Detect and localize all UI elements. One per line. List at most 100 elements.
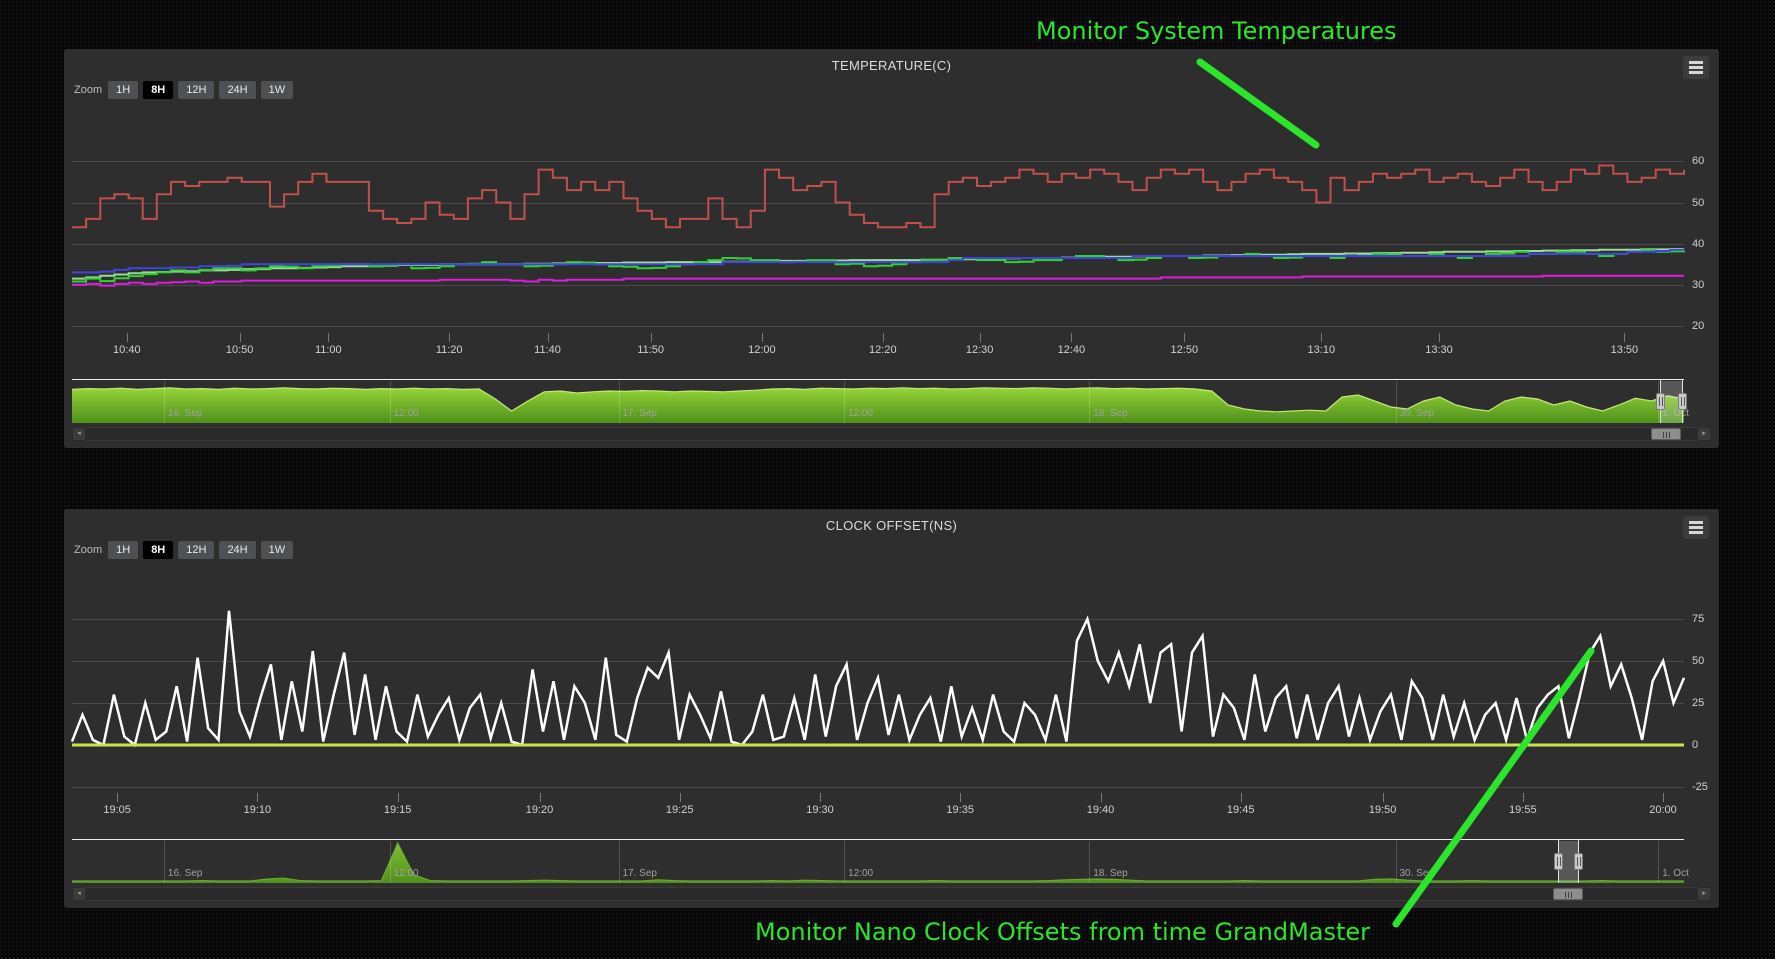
zoom-button-8h[interactable]: 8H <box>143 541 174 559</box>
y-axis-label: 75 <box>1692 613 1705 626</box>
y-gridline <box>72 661 1684 662</box>
navigator-label: 1. Oct <box>1662 868 1689 879</box>
scrollbar-thumb[interactable] <box>1650 428 1681 440</box>
y-axis-label: 30 <box>1692 278 1705 291</box>
context-menu-button[interactable] <box>1683 516 1709 539</box>
annotation-text-1: Monitor Nano Clock Offsets from time Gra… <box>755 918 1371 946</box>
navigator-gridline <box>618 381 620 423</box>
navigator-label: 12:00 <box>848 868 874 879</box>
zoom-button-1h[interactable]: 1H <box>108 541 139 559</box>
navigator-selection[interactable] <box>1659 381 1683 423</box>
x-axis-label: 11:20 <box>435 344 463 356</box>
y-gridline <box>72 284 1684 286</box>
navigator-handle-right[interactable] <box>1573 853 1583 870</box>
y-gridline <box>72 161 1684 163</box>
y-axis-label: -25 <box>1692 780 1708 793</box>
y-axis-label: 40 <box>1692 237 1705 250</box>
x-axis-label: 13:50 <box>1610 344 1639 356</box>
hamburger-icon <box>1689 61 1703 74</box>
scrollbar-track[interactable] <box>86 427 1697 441</box>
scrollbar-left-arrow-icon[interactable]: ◂ <box>72 887 86 901</box>
x-axis-label: 19:35 <box>946 804 974 816</box>
navigator-gridline <box>163 381 165 423</box>
grip-icon <box>1557 857 1559 866</box>
series-temp-red <box>72 164 1685 229</box>
navigator-gridline <box>163 841 165 883</box>
scrollbar-thumb[interactable] <box>1553 888 1583 900</box>
chart-title: CLOCK OFFSET(NS) <box>825 518 958 533</box>
navigator-gridline <box>844 381 846 423</box>
zoom-button-1w[interactable]: 1W <box>260 541 294 559</box>
zoom-button-8h[interactable]: 8H <box>143 81 174 99</box>
navigator-gridline <box>1395 381 1397 423</box>
x-axis-tick <box>449 333 451 342</box>
x-axis-tick <box>328 333 330 342</box>
navigator-gridline <box>618 841 620 883</box>
navigator-series[interactable] <box>72 841 1684 883</box>
x-axis-label: 20:00 <box>1649 804 1677 816</box>
plot-area[interactable] <box>70 609 1686 797</box>
zoom-button-24h[interactable]: 24H <box>219 541 256 559</box>
scrollbar-track[interactable] <box>86 887 1697 901</box>
zoom-button-1h[interactable]: 1H <box>108 81 139 99</box>
annotation-text-0: Monitor System Temperatures <box>1036 17 1397 45</box>
x-axis-label: 19:25 <box>665 804 694 816</box>
zoom-button-1w[interactable]: 1W <box>260 81 294 99</box>
x-axis-label: 12:40 <box>1057 344 1086 356</box>
clock-offset-panel: CLOCK OFFSET(NS) Zoom 1H 8H 12H 24H 1W 16. S… <box>64 509 1719 908</box>
zoom-range-selector: Zoom 1H 8H 12H 24H 1W <box>74 80 294 100</box>
x-axis-label: 19:50 <box>1368 804 1397 816</box>
x-axis-label: 10:40 <box>113 344 141 356</box>
x-axis-label: 12:50 <box>1170 344 1199 356</box>
navigator[interactable]: 16. Sep 12:00 17. Sep 12:00 18. Sep 30. Sep 1.… <box>72 379 1689 423</box>
navigator-label: 12:00 <box>393 868 419 879</box>
scrollbar-right-arrow-icon[interactable]: ▸ <box>1697 427 1711 441</box>
scrollbar-right-arrow-icon[interactable]: ▸ <box>1697 887 1711 901</box>
grip-icon <box>1681 397 1683 406</box>
context-menu-button[interactable] <box>1683 56 1709 79</box>
hamburger-icon <box>1689 521 1703 534</box>
navigator-handle-left[interactable] <box>1655 393 1665 410</box>
x-axis-tick <box>239 333 241 342</box>
navigator-gridline <box>1395 841 1397 883</box>
y-axis-label: 0 <box>1692 739 1699 751</box>
navigator-gridline <box>844 841 846 883</box>
zoom-button-12h[interactable]: 12H <box>178 81 215 99</box>
plot-area[interactable] <box>72 149 1685 337</box>
zoom-label: Zoom <box>74 84 103 96</box>
x-axis-tick <box>1071 333 1073 342</box>
x-axis-tick <box>761 333 763 342</box>
navigator-label: 18. Sep <box>1093 408 1128 419</box>
grip-icon <box>1665 432 1667 438</box>
x-axis-label: 19:15 <box>383 804 412 816</box>
x-axis-label: 11:50 <box>637 344 665 356</box>
scrollbar-left-arrow-icon[interactable]: ◂ <box>72 427 86 441</box>
zoom-buttons: 1H 8H 12H 24H 1W <box>108 81 294 99</box>
x-axis-tick <box>397 793 399 802</box>
x-axis-label: 12:20 <box>869 344 897 356</box>
series-offset-white <box>70 610 1686 748</box>
navigator-label: 30. Sep <box>1399 408 1434 419</box>
y-gridline <box>72 243 1684 245</box>
y-gridline <box>72 325 1684 327</box>
x-axis-tick <box>1184 333 1186 342</box>
x-axis-tick <box>960 793 962 802</box>
grip-icon <box>1658 397 1660 406</box>
y-axis-label: 20 <box>1692 319 1705 332</box>
navigator[interactable]: 16. Sep 12:00 17. Sep 12:00 18. Sep 30. Sep 1.… <box>72 839 1689 883</box>
x-axis-label: 10:50 <box>225 344 254 356</box>
navigator-handle-right[interactable] <box>1678 393 1688 410</box>
x-axis-tick <box>539 793 541 802</box>
x-axis-label: 12:00 <box>748 344 776 356</box>
x-axis-label: 12:30 <box>965 344 994 356</box>
zoom-button-24h[interactable]: 24H <box>219 81 256 99</box>
y-axis-label: 50 <box>1692 196 1705 209</box>
navigator-series[interactable] <box>72 381 1684 423</box>
zoom-button-12h[interactable]: 12H <box>178 541 215 559</box>
x-axis-tick <box>1100 793 1102 802</box>
x-axis-label: 11:40 <box>534 344 561 356</box>
zoom-range-selector: Zoom 1H 8H 12H 24H 1W <box>74 540 294 560</box>
x-axis-tick <box>126 333 128 342</box>
navigator-handle-left[interactable] <box>1554 853 1564 870</box>
